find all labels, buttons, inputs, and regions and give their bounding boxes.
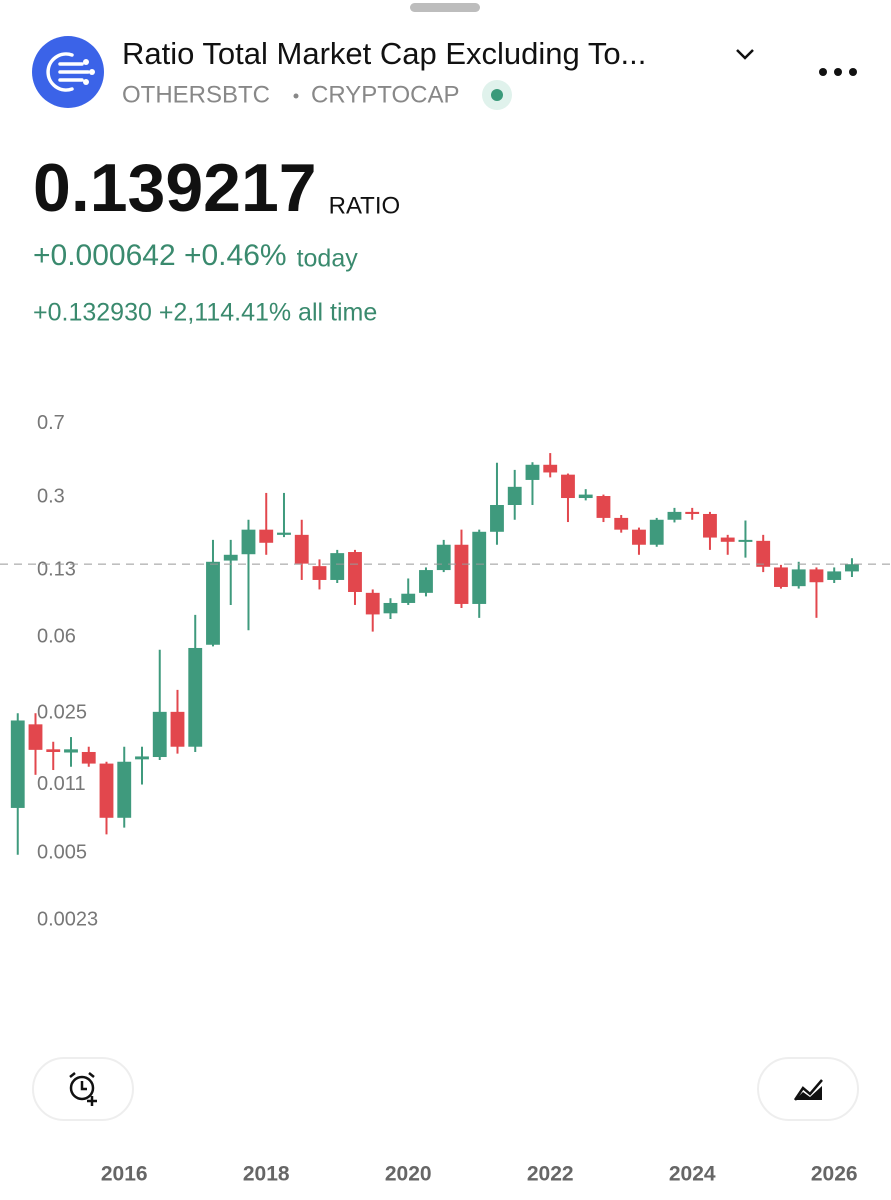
candle-body: [543, 464, 558, 473]
x-tick-label: 2016: [101, 1163, 148, 1186]
candle-body: [10, 720, 25, 808]
y-tick-label: 0.011: [37, 773, 86, 795]
candle-body: [578, 494, 593, 499]
candle-body: [81, 751, 96, 764]
candle-body: [738, 539, 753, 542]
change-today: +0.000642 +0.46%: [33, 239, 287, 272]
candle-body: [383, 602, 398, 614]
candle-body: [791, 569, 806, 587]
more-menu[interactable]: [819, 68, 857, 76]
x-tick-label: 2020: [385, 1163, 432, 1186]
candle-body: [632, 529, 646, 545]
alert-button[interactable]: [32, 1057, 134, 1121]
candle-body: [28, 724, 43, 750]
candle-body: [117, 761, 132, 818]
plot-area: [0, 453, 891, 855]
y-tick-label: 0.13: [37, 558, 76, 580]
candle-body: [188, 647, 203, 747]
x-tick-label: 2024: [669, 1163, 716, 1186]
x-tick-label: 2026: [811, 1163, 858, 1186]
candle-body: [46, 749, 61, 752]
candle-body: [330, 553, 345, 580]
candle-body: [845, 564, 859, 572]
candle-body: [472, 531, 487, 604]
separator: [293, 93, 299, 99]
candle-body: [436, 544, 451, 571]
price: 0.139217: [33, 150, 317, 226]
candle-body: [64, 749, 78, 753]
logo: [32, 36, 104, 108]
candle-body: [774, 567, 788, 587]
chart-style-button[interactable]: [757, 1057, 859, 1121]
candle-body: [525, 464, 540, 480]
candle-body: [135, 756, 149, 760]
y-tick-label: 0.025: [37, 702, 87, 724]
y-tick-label: 0.005: [37, 841, 87, 863]
candle-body: [365, 592, 380, 615]
y-tick-label: 0.06: [37, 625, 76, 647]
candle-body: [454, 544, 469, 604]
x-tick-label: 2022: [527, 1163, 574, 1186]
exchange: CRYPTOCAP: [311, 81, 460, 108]
price-unit: RATIO: [329, 192, 401, 219]
candle-body: [206, 561, 220, 645]
candle-body: [490, 504, 504, 532]
y-tick-label: 0.0023: [37, 909, 98, 931]
symbol-title[interactable]: Ratio Total Market Cap Excluding To...: [122, 36, 646, 71]
candle-body: [312, 566, 327, 580]
candle-body: [827, 571, 842, 580]
candle-body: [241, 529, 256, 555]
candle-body: [152, 711, 167, 758]
candle-body: [703, 513, 717, 538]
y-tick-label: 0.7: [37, 412, 65, 434]
candle-body: [596, 496, 611, 518]
chart: 0.7 0.3 0.13 0.06 0.025 0.011 0.005 0.0023 2016 2…: [0, 412, 891, 1186]
candle-body: [720, 537, 735, 542]
candle-body: [685, 511, 700, 514]
candle-body: [419, 570, 433, 593]
candle-body: [259, 529, 274, 543]
candle-body: [667, 511, 682, 520]
ticker: OTHERSBTC: [122, 81, 270, 108]
candle-body: [277, 532, 291, 535]
candle-body: [561, 474, 575, 499]
title-chevron[interactable]: [736, 49, 754, 60]
candle-body: [294, 534, 309, 564]
x-tick-label: 2018: [243, 1163, 290, 1186]
change-all-time: +0.132930 +2,114.41% all time: [33, 299, 377, 327]
candle-body: [348, 552, 362, 592]
candle-body: [649, 519, 664, 545]
candle-body: [507, 486, 522, 505]
candle-body: [614, 517, 629, 530]
today-label: today: [297, 245, 359, 273]
y-tick-label: 0.3: [37, 486, 65, 508]
candle-body: [223, 554, 238, 561]
status-dot: [491, 89, 503, 101]
candle-body: [401, 593, 416, 603]
candle-body: [756, 540, 771, 567]
drag-handle[interactable]: [410, 3, 480, 12]
candle-body: [99, 763, 114, 818]
candle-body: [170, 711, 185, 747]
candle-body: [809, 569, 824, 583]
